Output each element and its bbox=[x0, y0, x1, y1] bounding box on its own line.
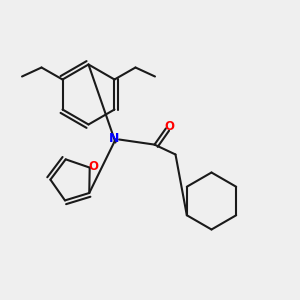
Text: N: N bbox=[109, 131, 119, 145]
Text: O: O bbox=[88, 160, 98, 172]
Text: O: O bbox=[165, 120, 175, 134]
